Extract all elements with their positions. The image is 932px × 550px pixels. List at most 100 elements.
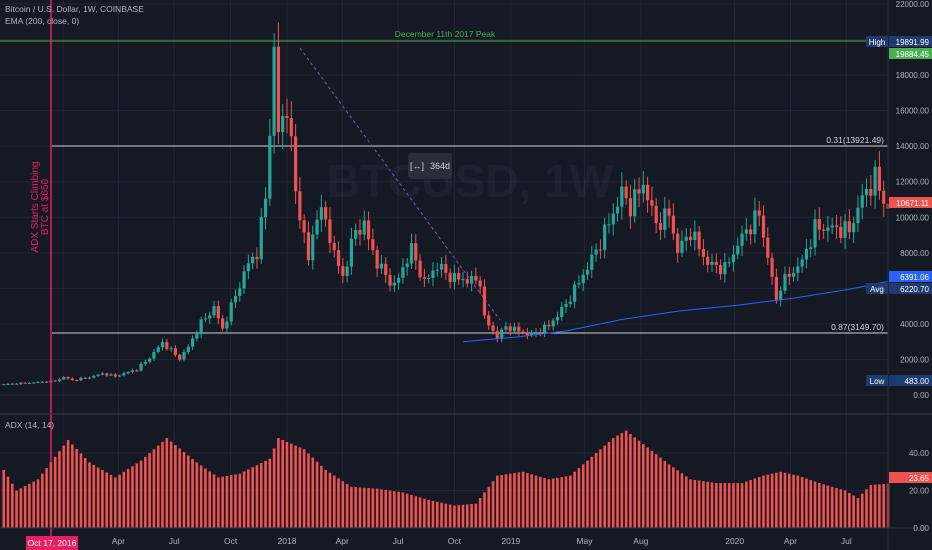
candle-body [530, 332, 534, 336]
price-tick-label: 18000.00 [896, 71, 930, 80]
time-tick-label: 2019 [501, 536, 520, 546]
candle-body [362, 220, 366, 235]
adx-bar [302, 449, 306, 528]
adx-axis[interactable]: 0.00 20.00 40.00 [909, 449, 930, 533]
adx-bar [298, 447, 302, 528]
candle-body [444, 264, 448, 273]
candle-body [718, 264, 723, 275]
candle-body [684, 236, 688, 241]
candle-body [36, 382, 40, 384]
adx-bar [285, 441, 289, 528]
time-axis[interactable]: 2017AprJulOct2018AprJulOct2019MayAug2020… [54, 536, 852, 546]
candle-body [800, 259, 804, 267]
avg-value-badge [889, 283, 932, 294]
adx-bar [624, 430, 628, 528]
price-tick-label: 8000.00 [900, 249, 929, 258]
candle-body [809, 247, 813, 249]
candle-body [328, 219, 332, 243]
candle-body [225, 321, 229, 329]
adx-bar [706, 481, 710, 528]
adx-bar [629, 433, 632, 528]
candle-body [70, 378, 74, 381]
candle-body [598, 249, 602, 251]
candle-body [332, 242, 336, 251]
adx-bar [775, 472, 778, 528]
candle-body [555, 316, 560, 321]
adx-bar [83, 457, 87, 528]
candle-body [186, 346, 190, 353]
candle-body [723, 262, 727, 275]
time-tick-label: Apr [784, 536, 797, 546]
candle-body [611, 213, 615, 225]
adx-bar [431, 500, 435, 528]
candle-body [731, 254, 736, 263]
adx-bar [281, 439, 285, 528]
adx-bar [217, 477, 220, 528]
adx-bar [684, 476, 688, 528]
adx-bar [856, 498, 860, 528]
candle-body [126, 371, 130, 374]
adx-tick-label: 40.00 [909, 449, 930, 458]
candle-body [212, 306, 216, 316]
candle-body [156, 347, 160, 353]
adx-bar [2, 469, 5, 528]
candle-body [478, 280, 482, 287]
candle-body [336, 250, 341, 267]
adx-bar [448, 504, 452, 528]
adx-bar [204, 468, 207, 528]
candle-body [109, 374, 113, 376]
candle-body [306, 232, 311, 261]
candle-body [697, 231, 701, 250]
candle-body [2, 384, 6, 386]
candle-body [100, 373, 105, 375]
price-tick-label: 16000.00 [896, 107, 930, 116]
candle-body [182, 352, 186, 360]
adx-bar [259, 462, 263, 528]
adx-bar [62, 445, 66, 528]
trend-line [299, 47, 501, 321]
adx-bar [530, 474, 533, 528]
candle-body [822, 229, 826, 231]
adx-bar [470, 504, 473, 528]
adx-bar [174, 445, 177, 528]
symbol-title: Bitcoin / U.S. Dollar, 1W, COINBASE [5, 4, 144, 14]
adx-bar [809, 480, 813, 528]
adx-bar [161, 441, 164, 528]
candle-body [388, 275, 392, 286]
adx-bar [135, 463, 139, 528]
candle-body [384, 263, 388, 276]
adx-bar [654, 454, 658, 528]
adx-bar [242, 471, 246, 528]
adx-bar [714, 483, 718, 528]
adx-bar [611, 438, 615, 528]
adx-bar [320, 465, 323, 528]
date-badge [26, 536, 78, 550]
candle-body [770, 257, 774, 277]
adx-bar [375, 488, 379, 528]
adx-series [2, 430, 890, 528]
candle-body [663, 208, 667, 230]
adx-bar [186, 455, 190, 528]
candle-body [487, 315, 491, 326]
vertical-note-line2: BTC at $650 [40, 178, 51, 235]
candle-body [804, 248, 809, 260]
candle-body [864, 188, 869, 196]
adx-bar [779, 471, 782, 528]
adx-bar [423, 498, 426, 528]
candle-body [113, 374, 117, 377]
candle-body [766, 237, 770, 258]
adx-bar [521, 471, 525, 528]
candle-body [190, 338, 195, 347]
candle-body [87, 377, 92, 379]
candle-body [135, 370, 139, 372]
candle-body [341, 266, 345, 276]
ema-line [462, 280, 889, 343]
candle-body [397, 277, 401, 283]
adx-bar [371, 488, 375, 528]
high-label: High [869, 38, 885, 47]
candle-body [813, 219, 817, 248]
candle-body [401, 267, 405, 278]
adx-bar [878, 484, 881, 528]
adx-bar [839, 489, 843, 528]
